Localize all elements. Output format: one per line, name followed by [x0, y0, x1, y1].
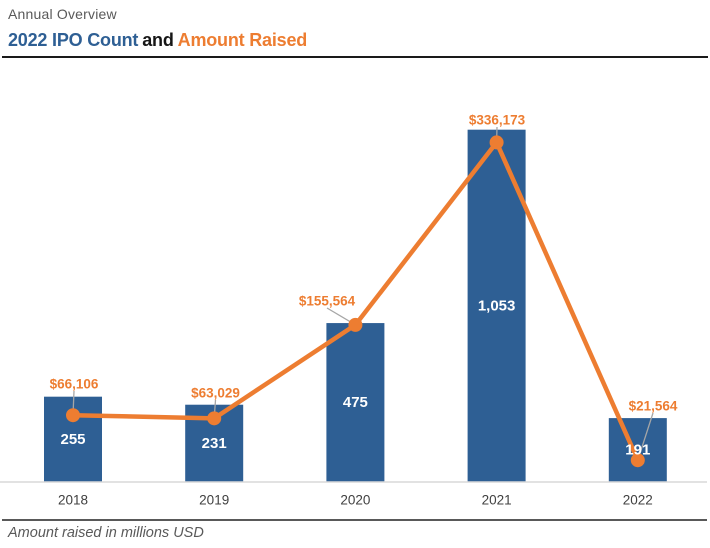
data-point-2021	[489, 135, 504, 150]
amount-label-2022: $21,564	[629, 399, 678, 414]
title-ipo-count: 2022 IPO Count	[8, 30, 139, 50]
x-tick-label-2021: 2021	[482, 493, 512, 508]
title-divider	[2, 56, 708, 58]
combo-chart: $66,106 $63,029 $155,564 $336,173 $21,564 255…	[0, 113, 707, 508]
bar-2020	[326, 323, 385, 482]
page-title: 2022 IPO Count and Amount Raised	[8, 30, 307, 51]
x-tick-label-2022: 2022	[623, 493, 653, 508]
data-point-2022	[630, 453, 645, 468]
data-point-2019	[207, 411, 222, 426]
title-and: and	[142, 30, 174, 50]
data-point-2020	[348, 317, 363, 332]
data-point-2018	[66, 408, 80, 423]
title-amount-raised: Amount Raised	[177, 30, 308, 50]
amount-label-2021: $336,173	[469, 113, 526, 128]
amount-label-2018: $66,106	[50, 377, 99, 392]
bar-2022	[608, 418, 667, 482]
bar-value-label-2019: 231	[202, 435, 227, 452]
bar-value-label-2020: 475	[343, 394, 368, 411]
x-tick-label-2020: 2020	[340, 493, 370, 508]
x-tick-label-2018: 2018	[58, 493, 88, 508]
amount-label-2020: $155,564	[299, 294, 356, 309]
footer-divider	[2, 519, 707, 521]
footnote: Amount raised in millions USD	[8, 525, 204, 541]
page-eyebrow: Annual Overview	[8, 6, 117, 22]
x-tick-label-2019: 2019	[199, 493, 229, 508]
amount-label-2019: $63,029	[191, 386, 240, 401]
bar-value-label-2021: 1,053	[478, 297, 516, 314]
leader-line	[637, 412, 654, 461]
bar-value-label-2018: 255	[60, 431, 85, 448]
bar-value-label-2022: 191	[625, 442, 650, 459]
